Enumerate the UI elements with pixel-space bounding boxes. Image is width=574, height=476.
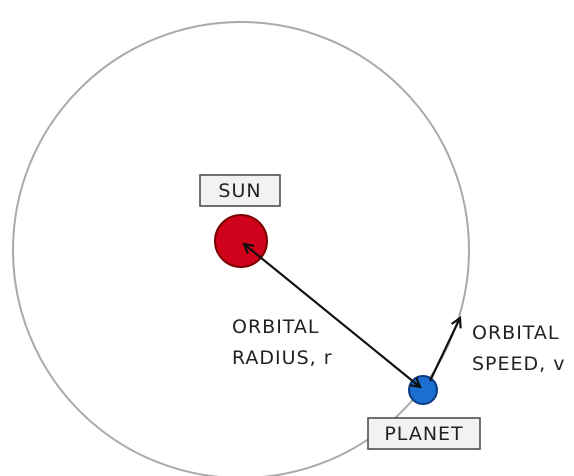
- sun-label: SUN: [218, 180, 261, 202]
- radius-label: ORBITAL: [232, 316, 320, 338]
- sun: [214, 214, 268, 268]
- speed-arrow: [429, 318, 460, 382]
- planet-label-box: [367, 417, 481, 450]
- radius-label: RADIUS, r: [232, 347, 333, 369]
- planet-label: PLANET: [384, 423, 463, 445]
- radius-arrow: [244, 244, 420, 387]
- sun-label-box: [199, 174, 281, 207]
- speed-label: SPEED, v: [472, 353, 565, 375]
- speed-label: ORBITAL: [472, 322, 560, 344]
- orbit: [12, 21, 470, 476]
